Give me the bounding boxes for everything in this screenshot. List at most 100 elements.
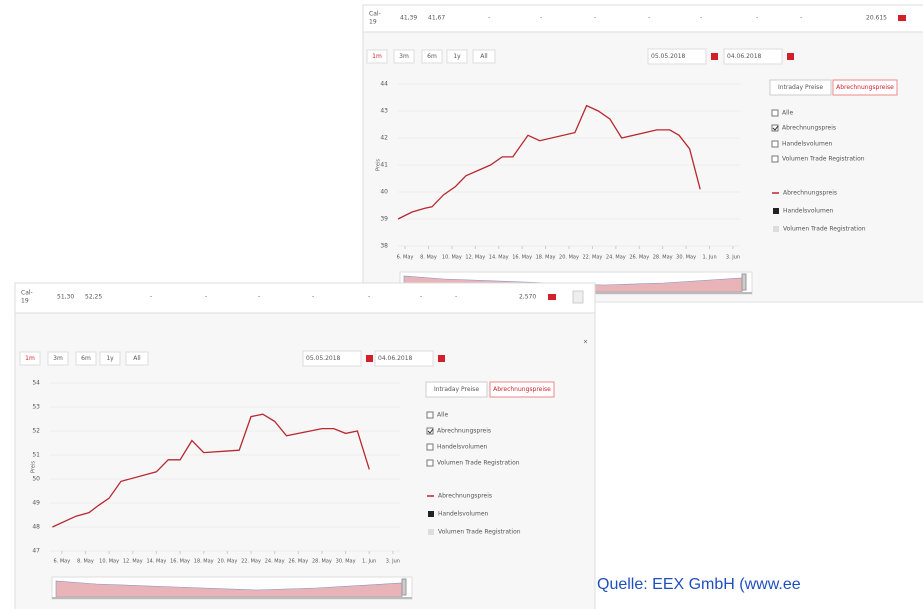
header-cell: 51,30 [57, 294, 74, 301]
price-line [52, 413, 370, 528]
tab-button[interactable] [489, 381, 555, 398]
header-cell: - [700, 15, 702, 22]
legend-label: Handelsvolumen [438, 511, 489, 518]
header-cell: - [594, 15, 596, 22]
x-tick-label: 24. May [606, 255, 626, 261]
tab-button[interactable] [769, 79, 832, 96]
tab-label: Intraday Preise [434, 386, 479, 393]
header-cell: - [258, 294, 260, 301]
range-button[interactable] [421, 49, 443, 64]
close-button[interactable]: × [583, 339, 588, 346]
tab-button[interactable] [832, 79, 898, 96]
header-cell: - [800, 15, 802, 22]
header-cell: - [150, 294, 152, 301]
header-cell: - [312, 294, 314, 301]
range-label: 1y [106, 355, 114, 362]
calendar-icon[interactable] [438, 355, 445, 362]
header-cell: - [540, 15, 542, 22]
x-tick-label: 14. May [146, 559, 166, 565]
header-cell: 41,67 [428, 15, 445, 22]
calendar-icon[interactable] [366, 355, 373, 362]
y-tick-label: 53 [32, 404, 40, 411]
range-label: 3m [399, 53, 409, 60]
header-cell: - [648, 15, 650, 22]
checkbox-label: Volumen Trade Registration [782, 156, 865, 163]
header-cell: - [455, 294, 457, 301]
legend-label: Abrechnungspreis [783, 190, 837, 197]
y-tick-label: 39 [380, 216, 388, 223]
range-button[interactable] [472, 49, 496, 64]
range-button[interactable] [19, 351, 41, 366]
x-tick-label: 14. May [489, 255, 509, 261]
calendar-icon[interactable] [711, 53, 718, 60]
y-axis-label: Preis [31, 461, 37, 473]
range-label: 1m [372, 53, 382, 60]
header-cell: 20.615 [866, 15, 887, 22]
x-tick-label: 20. May [559, 255, 579, 261]
x-tick-label: 16. May [170, 559, 190, 565]
checkbox[interactable] [771, 109, 779, 117]
y-tick-label: 50 [32, 476, 40, 483]
x-tick-label: 26. May [288, 559, 308, 565]
range-button[interactable] [125, 351, 149, 366]
navigator-handle[interactable] [741, 273, 747, 291]
x-tick-label: 22. May [241, 559, 261, 565]
header-cell: - [368, 294, 370, 301]
legend-label: Handelsvolumen [783, 208, 834, 215]
checkbox[interactable] [426, 443, 434, 451]
range-button[interactable] [446, 49, 468, 64]
x-tick-label: 30. May [336, 559, 356, 565]
x-tick-label: 6. May [397, 255, 414, 261]
date-input[interactable] [374, 350, 434, 367]
product-name: Cal- [369, 11, 381, 18]
y-tick-label: 51 [32, 452, 40, 459]
date-input[interactable] [302, 350, 362, 367]
checkbox[interactable] [426, 459, 434, 467]
range-button[interactable] [75, 351, 97, 366]
chart-icon[interactable] [898, 15, 906, 21]
x-tick-label: 28. May [312, 559, 332, 565]
x-tick-label: 10. May [442, 255, 462, 261]
y-tick-label: 42 [380, 135, 388, 142]
checkbox-label: Volumen Trade Registration [437, 460, 520, 467]
tab-button[interactable] [425, 381, 488, 398]
date-input[interactable] [723, 48, 783, 65]
x-tick-label: 3. Jun [386, 559, 400, 565]
checkbox[interactable] [426, 427, 434, 435]
info-icon[interactable] [572, 290, 584, 304]
range-label: All [480, 53, 488, 60]
legend-swatch [773, 208, 779, 214]
checkbox[interactable] [426, 411, 434, 419]
x-tick-label: 28. May [653, 255, 673, 261]
x-tick-label: 18. May [536, 255, 556, 261]
x-tick-label: 24. May [265, 559, 285, 565]
x-tick-label: 8. May [420, 255, 437, 261]
y-tick-label: 47 [32, 548, 40, 555]
x-tick-label: 30. May [676, 255, 696, 261]
header-cell: 41,39 [400, 15, 417, 22]
range-label: All [133, 355, 141, 362]
checkbox[interactable] [771, 124, 779, 132]
calendar-icon[interactable] [787, 53, 794, 60]
product-name: 19 [369, 19, 377, 26]
y-tick-label: 48 [32, 524, 40, 531]
range-button[interactable] [393, 49, 415, 64]
y-tick-label: 38 [380, 243, 388, 250]
header-cell: - [205, 294, 207, 301]
legend-swatch [773, 226, 779, 232]
checkbox[interactable] [771, 140, 779, 148]
legend-swatch [428, 529, 434, 535]
navigator-handle[interactable] [401, 578, 407, 596]
date-input[interactable] [647, 48, 707, 65]
panel: Cal-19 51,30 52,25 - - - - - - - 2,570 × 1m 3m 6m 1y All… [14, 282, 596, 609]
chart-icon[interactable] [548, 294, 556, 300]
x-tick-label: 18. May [194, 559, 214, 565]
range-button[interactable] [99, 351, 121, 366]
checkbox[interactable] [771, 155, 779, 163]
product-name: 19 [21, 298, 29, 305]
y-axis-label: Preis [376, 159, 382, 171]
x-tick-label: 1. Jun [362, 559, 376, 565]
range-button[interactable] [366, 49, 388, 64]
range-button[interactable] [47, 351, 69, 366]
